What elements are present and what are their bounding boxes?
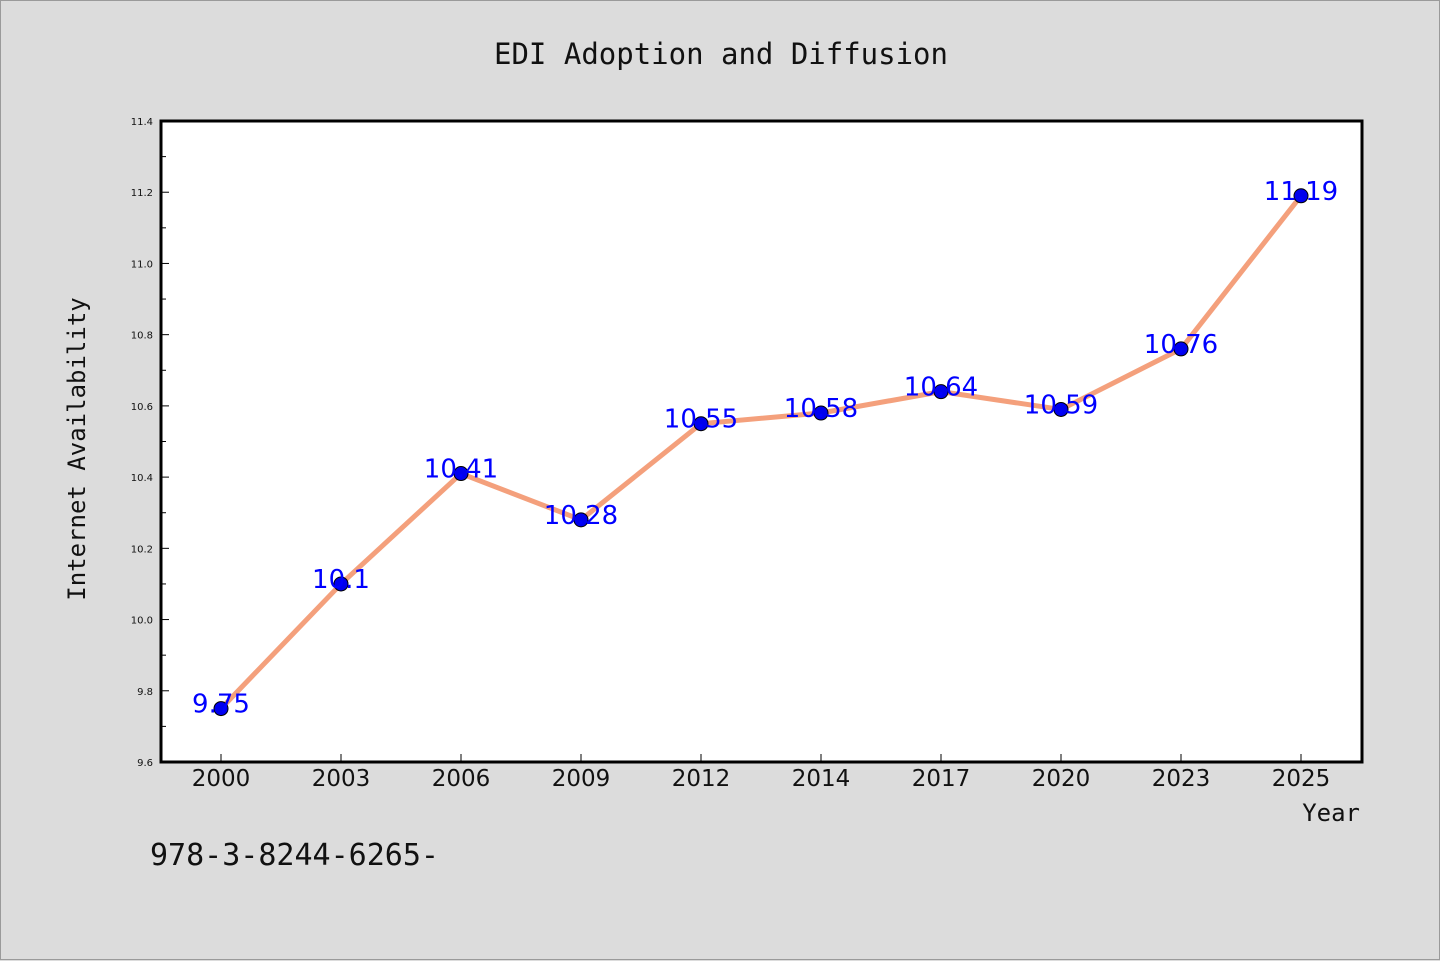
x-tick-label: 2017: [912, 766, 971, 792]
data-label: 9.75: [192, 690, 250, 720]
x-tick-label: 2023: [1152, 766, 1211, 792]
series: 9.75 10.1 10.41 10.28 10.55 10.58 10.64 10.59 10…: [192, 177, 1338, 720]
x-tick-label: 2012: [672, 766, 731, 792]
plot-area: [159, 119, 1364, 764]
data-point: [213, 701, 229, 717]
y-axis-label: Internet Availability: [63, 297, 91, 600]
x-tick-label: 2003: [312, 766, 371, 792]
x-tick-label: 2014: [792, 766, 851, 792]
data-point: [1053, 401, 1069, 417]
x-tick-label: 2020: [1032, 766, 1091, 792]
footer-text: 978-3-8244-6265-: [150, 838, 439, 873]
data-label: 10.41: [424, 455, 498, 485]
data-point: [333, 576, 349, 592]
data-label: 10.76: [1144, 330, 1218, 360]
y-tick-label: 10.6: [131, 402, 153, 413]
data-point: [933, 384, 949, 400]
data-point: [573, 512, 589, 528]
y-axis: 9.6 9.8 10.0 10.2 10.4 10.6 10.8 11.0 11.2 11.4: [131, 117, 169, 769]
data-label: 10.55: [664, 405, 738, 435]
y-tick-label: 10.2: [131, 544, 153, 555]
x-tick-label: 2025: [1272, 766, 1331, 792]
y-tick-label: 10.0: [131, 616, 153, 627]
data-label: 10.59: [1024, 390, 1098, 420]
y-tick-label: 11.2: [131, 188, 153, 199]
data-point: [453, 466, 469, 482]
x-tick-label: 2006: [432, 766, 491, 792]
x-tick-label: 2000: [192, 766, 251, 792]
data-point: [813, 405, 829, 421]
data-point: [1293, 188, 1309, 204]
data-label: 10.28: [544, 501, 618, 531]
y-tick-label: 9.6: [137, 758, 153, 769]
y-tick-label: 11.4: [131, 117, 153, 128]
y-tick-label: 10.8: [131, 331, 153, 342]
x-axis-label: Year: [1302, 799, 1360, 827]
x-axis: 2000 2003 2006 2009 2012 2014 2017 2020 2023 2025: [192, 754, 1331, 792]
y-tick-label: 9.8: [137, 687, 153, 698]
data-point: [693, 416, 709, 432]
data-label: 10.58: [784, 394, 858, 424]
data-point: [1173, 341, 1189, 357]
y-tick-label: 10.4: [131, 473, 153, 484]
data-label: 10.64: [904, 373, 978, 403]
chart-title: EDI Adoption and Diffusion: [494, 37, 948, 71]
series-line: [218, 193, 1304, 712]
x-tick-label: 2009: [552, 766, 611, 792]
y-tick-label: 11.0: [131, 259, 153, 270]
data-label: 11.19: [1264, 177, 1338, 207]
data-label: 10.1: [312, 565, 370, 595]
